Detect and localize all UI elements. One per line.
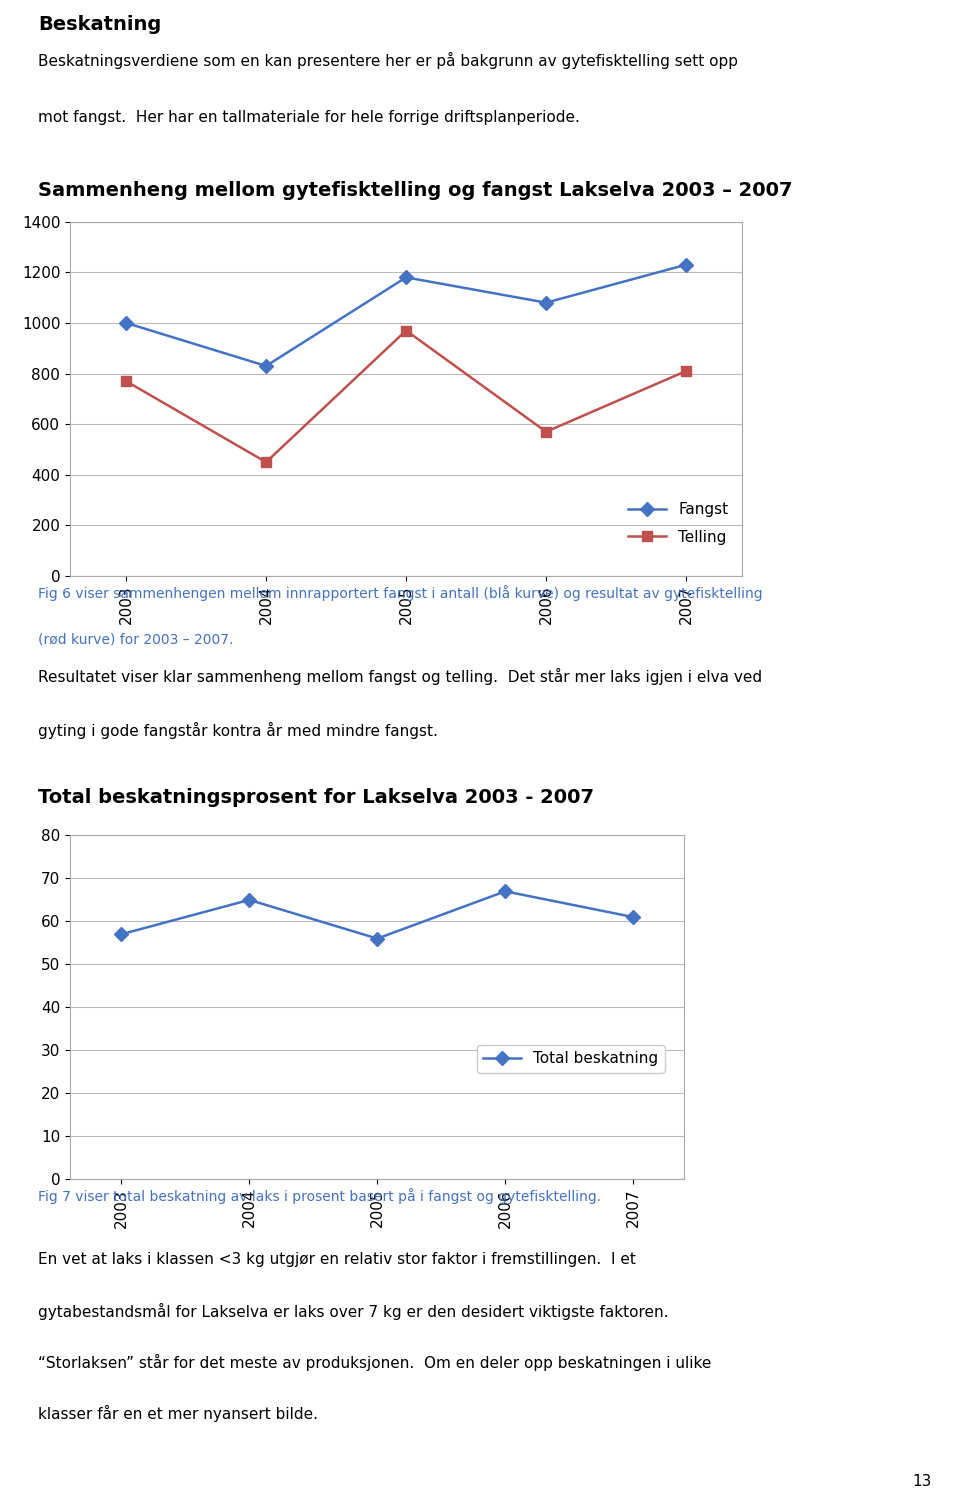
Text: (rød kurve) for 2003 – 2007.: (rød kurve) for 2003 – 2007.	[38, 632, 234, 645]
Text: 13: 13	[912, 1475, 931, 1488]
Text: “Storlaksen” står for det meste av produksjonen.  Om en deler opp beskatningen i: “Storlaksen” står for det meste av produ…	[38, 1354, 711, 1371]
Telling	[260, 452, 272, 470]
Telling	[400, 321, 412, 339]
Text: Resultatet viser klar sammenheng mellom fangst og telling.  Det står mer laks ig: Resultatet viser klar sammenheng mellom …	[38, 668, 762, 685]
Fangst	[260, 357, 272, 375]
Telling	[540, 422, 552, 440]
Total beskatning	[244, 891, 255, 909]
Total beskatning	[115, 926, 127, 944]
Text: En vet at laks i klassen <3 kg utgjør en relativ stor faktor i fremstillingen.  : En vet at laks i klassen <3 kg utgjør en…	[38, 1252, 636, 1267]
Text: Beskatningsverdiene som en kan presentere her er på bakgrunn av gytefisktelling : Beskatningsverdiene som en kan presenter…	[38, 53, 738, 69]
Text: Total beskatningsprosent for Lakselva 2003 - 2007: Total beskatningsprosent for Lakselva 20…	[38, 789, 594, 807]
Text: gytabestandsmål for Lakselva er laks over 7 kg er den desidert viktigste faktore: gytabestandsmål for Lakselva er laks ove…	[38, 1303, 669, 1320]
Fangst	[540, 294, 552, 312]
Text: Beskatning: Beskatning	[38, 15, 161, 35]
Fangst	[120, 314, 132, 332]
Telling	[681, 362, 692, 380]
Total beskatning	[499, 882, 511, 900]
Text: klasser får en et mer nyansert bilde.: klasser får en et mer nyansert bilde.	[38, 1404, 319, 1422]
Total beskatning	[628, 908, 639, 926]
Line: Fangst: Fangst	[121, 259, 691, 371]
Text: mot fangst.  Her har en tallmateriale for hele forrige driftsplanperiode.: mot fangst. Her har en tallmateriale for…	[38, 110, 580, 125]
Fangst	[681, 256, 692, 274]
Line: Telling: Telling	[121, 326, 691, 467]
Text: gyting i gode fangstår kontra år med mindre fangst.: gyting i gode fangstår kontra år med min…	[38, 722, 439, 739]
Total beskatning	[372, 929, 383, 947]
Text: Fig 7 viser total beskatning av laks i prosent basert på i fangst og gytefisktel: Fig 7 viser total beskatning av laks i p…	[38, 1188, 602, 1205]
Line: Total beskatning: Total beskatning	[116, 887, 638, 944]
Legend: Total beskatning: Total beskatning	[477, 1045, 664, 1072]
Telling	[120, 372, 132, 391]
Text: Sammenheng mellom gytefisktelling og fangst Lakselva 2003 – 2007: Sammenheng mellom gytefisktelling og fan…	[38, 181, 793, 199]
Text: Fig 6 viser sammenhengen mellom innrapportert fangst i antall (blå kurve) og res: Fig 6 viser sammenhengen mellom innrappo…	[38, 585, 763, 602]
Legend: Fangst, Telling: Fangst, Telling	[622, 496, 734, 550]
Fangst	[400, 268, 412, 287]
